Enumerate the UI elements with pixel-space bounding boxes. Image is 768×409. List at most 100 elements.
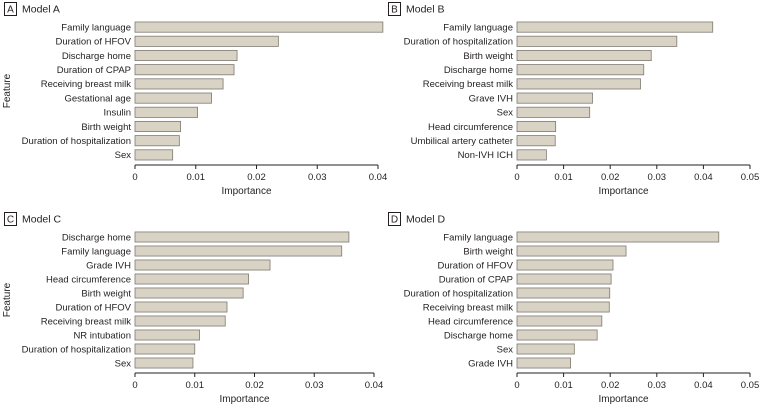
bar — [134, 120, 181, 133]
panel-letter-box — [4, 2, 17, 16]
category-label: Receiving breast milk — [41, 316, 132, 327]
panel-letter: B — [391, 5, 398, 16]
x-tick-label: 0.02 — [601, 380, 620, 391]
panel-letter-box — [388, 212, 401, 226]
x-tick-label: 0.03 — [308, 172, 327, 183]
bar — [516, 343, 575, 355]
y-axis-title: Feature — [2, 282, 13, 317]
bar — [134, 259, 271, 271]
bar — [516, 245, 627, 257]
category-label: Discharge home — [444, 65, 513, 76]
x-tick-label: 0.01 — [187, 172, 206, 183]
x-tick-label: 0.03 — [648, 172, 667, 183]
category-label: Birth weight — [463, 246, 513, 257]
x-tick-label: 0.04 — [694, 172, 713, 183]
bar — [134, 149, 174, 161]
bar — [134, 135, 180, 147]
bar — [134, 78, 224, 90]
bar — [516, 92, 593, 104]
category-label: Discharge home — [62, 51, 131, 62]
category-label: Sex — [497, 344, 514, 355]
category-label: Duration of hospitalization — [404, 288, 513, 299]
bar — [516, 329, 598, 341]
x-tick-label: 0.05 — [741, 380, 760, 391]
x-tick-label: 0.04 — [365, 380, 384, 391]
x-tick-label: 0 — [514, 380, 519, 391]
chart-panel-d: D Model D Family language Birth weight Durat… — [388, 212, 760, 405]
x-axis-title: Importance — [598, 394, 648, 405]
category-label: Duration of hospitalization — [22, 136, 131, 147]
x-tick-label: 0.05 — [741, 172, 760, 183]
category-label: Sex — [115, 150, 132, 161]
category-label: Sex — [115, 358, 132, 369]
x-tick-label: 0 — [132, 380, 137, 391]
panel-title: Model D — [406, 214, 446, 226]
bar — [134, 343, 196, 355]
x-tick-label: 0.04 — [694, 380, 713, 391]
x-tick-label: 0 — [514, 172, 519, 183]
bar — [516, 106, 591, 118]
category-label: Duration of HFOV — [56, 302, 132, 313]
bar — [516, 21, 714, 33]
panel-title: Model B — [406, 4, 445, 16]
x-axis-title: Importance — [221, 186, 271, 197]
bar — [516, 35, 678, 47]
x-tick-label: 0.01 — [554, 380, 573, 391]
category-label: Receiving breast milk — [423, 302, 514, 313]
bar — [516, 357, 571, 369]
bar — [134, 64, 235, 76]
x-tick-label: 0.03 — [305, 380, 324, 391]
bar — [134, 92, 212, 104]
category-label: Duration of CPAP — [57, 65, 131, 76]
panel-letter: A — [7, 5, 14, 16]
x-axis-title: Importance — [219, 394, 269, 405]
panel-title: Model C — [22, 214, 62, 226]
bar — [134, 106, 198, 118]
category-label: Receiving breast milk — [41, 79, 132, 90]
bar — [134, 287, 244, 299]
bar — [516, 301, 610, 313]
bar — [516, 231, 720, 243]
category-label: Duration of HFOV — [56, 37, 132, 48]
x-tick-label: 0.03 — [648, 380, 667, 391]
bar — [516, 120, 557, 133]
bar — [134, 49, 238, 62]
category-label: Sex — [497, 108, 514, 119]
panel-letter: C — [7, 215, 14, 226]
category-label: Family language — [61, 22, 131, 33]
category-label: Insulin — [104, 108, 131, 119]
bar — [134, 231, 350, 243]
category-label: Birth weight — [81, 122, 131, 133]
category-label: Discharge home — [62, 232, 131, 243]
category-label: Duration of hospitalization — [404, 37, 513, 48]
x-axis-title: Importance — [598, 186, 648, 197]
x-tick-label: 0.02 — [601, 172, 620, 183]
bar — [516, 49, 652, 62]
chart-panel-b: B Model B Family language Duration of hospi… — [388, 2, 760, 197]
bar — [134, 357, 194, 369]
x-tick-label: 0.04 — [369, 172, 388, 183]
category-label: Family language — [443, 232, 513, 243]
category-label: Head circumference — [46, 274, 131, 285]
category-label: Birth weight — [81, 288, 131, 299]
category-label: NR intubation — [73, 330, 131, 341]
bar — [516, 78, 641, 90]
category-label: Gestational age — [64, 93, 131, 104]
bar — [516, 135, 556, 147]
bar — [516, 64, 645, 76]
category-label: Head circumference — [428, 316, 513, 327]
bar — [134, 21, 384, 33]
category-label: Duration of hospitalization — [22, 344, 131, 355]
bar — [516, 287, 611, 299]
category-label: Grave IVH — [469, 93, 513, 104]
panel-letter: D — [391, 215, 398, 226]
x-tick-label: 0 — [132, 172, 137, 183]
category-label: Duration of CPAP — [439, 274, 513, 285]
bar — [134, 329, 200, 341]
x-tick-label: 0.01 — [554, 172, 573, 183]
panel-letter-box — [4, 212, 17, 226]
bar — [516, 315, 603, 327]
